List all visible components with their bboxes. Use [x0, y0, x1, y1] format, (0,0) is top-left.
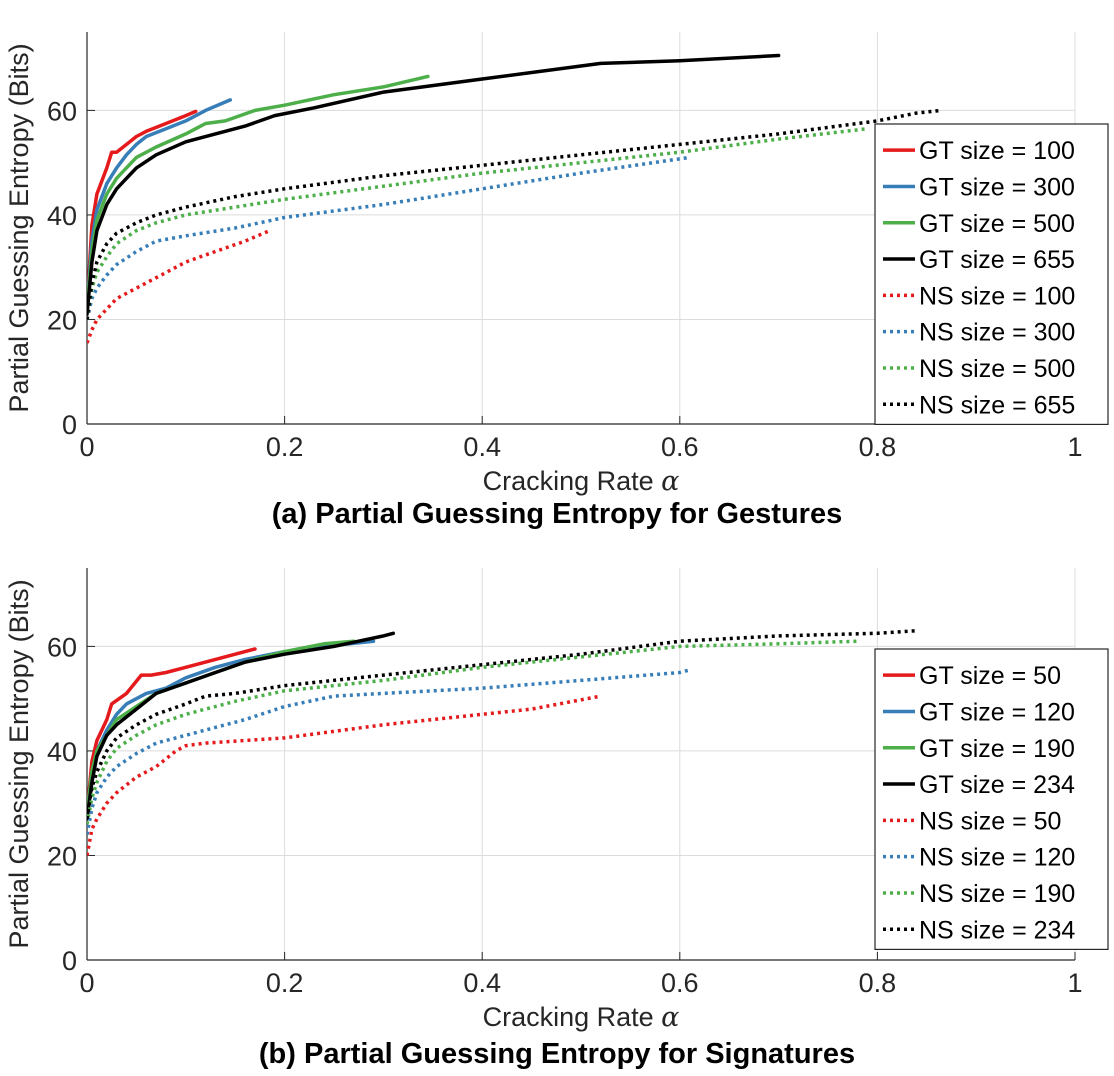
legend-label: NS size = 300: [919, 319, 1075, 347]
x-tick-label: 1: [1067, 968, 1082, 998]
x-tick-label: 0.2: [266, 968, 304, 998]
legend-label: NS size = 190: [919, 880, 1075, 908]
x-tick-label: 0: [79, 432, 94, 462]
legend-label: NS size = 50: [919, 807, 1061, 835]
x-tick-label: 0.4: [463, 968, 501, 998]
legend-label: NS size = 500: [919, 355, 1075, 383]
y-tick-label: 20: [47, 305, 77, 335]
alpha-symbol: α: [661, 1002, 679, 1033]
legend-label: GT size = 234: [919, 771, 1075, 799]
series-line-gt-size-300: [87, 98, 233, 311]
legend-label: GT size = 655: [919, 246, 1075, 274]
caption-gestures: (a) Partial Guessing Entropy for Gesture…: [271, 498, 843, 530]
legend-label: NS size = 655: [919, 391, 1075, 419]
y-tick-label: 40: [47, 737, 77, 767]
legend-label: GT size = 300: [919, 173, 1075, 201]
y-tick-label: 60: [47, 96, 77, 126]
legend: GT size = 50 GT size = 120 GT size = 190 GT…: [874, 648, 1109, 950]
x-tick-label: 0.6: [661, 968, 699, 998]
series-line-ns-size-500: [87, 126, 868, 320]
series-line-gt-size-50: [87, 647, 257, 816]
legend-label: GT size = 500: [919, 210, 1075, 238]
legend-label: GT size = 100: [919, 137, 1075, 165]
x-tick-label: 0: [79, 968, 94, 998]
x-axis-label: Cracking Rate α: [483, 466, 680, 496]
chart-gestures: 0 0.2 0.4 0.6 0.8 1 0 20 40 60 Cracking Rate α Part…: [4, 32, 1109, 496]
legend: GT size = 100 GT size = 300 GT size = 500 G…: [874, 123, 1109, 425]
y-tick-label: 0: [62, 946, 77, 976]
legend-label: GT size = 190: [919, 735, 1075, 763]
legend-box: [874, 123, 1109, 425]
legend-label: GT size = 120: [919, 698, 1075, 726]
legend-label: NS size = 120: [919, 844, 1075, 872]
series-line-ns-size-50: [87, 694, 602, 856]
x-tick-label: 0.6: [661, 432, 699, 462]
y-tick-label: 0: [62, 410, 77, 440]
series-line-ns-size-100: [87, 228, 271, 344]
legend-label: NS size = 234: [919, 916, 1075, 944]
series-line-ns-size-120: [87, 668, 691, 835]
y-tick-label: 60: [47, 632, 77, 662]
series-line-gt-size-500: [87, 74, 430, 311]
chart-signatures: 0 0.2 0.4 0.6 0.8 1 0 20 40 60 Cracking Rate α Part…: [4, 568, 1109, 1033]
series-line-ns-size-234: [87, 628, 918, 820]
legend-label: GT size = 50: [919, 662, 1061, 690]
series-line-gt-size-100: [87, 109, 198, 311]
series-line-ns-size-300: [87, 155, 690, 320]
y-axis-label: Partial Guessing Entropy (Bits): [4, 43, 34, 412]
y-tick-label: 40: [47, 201, 77, 231]
series-line-gt-size-655: [87, 53, 781, 316]
legend-box: [874, 648, 1109, 950]
x-tick-label: 1: [1067, 432, 1082, 462]
x-tick-label: 0.8: [859, 968, 897, 998]
caption-signatures: (b) Partial Guessing Entropy for Signatu…: [258, 1038, 856, 1070]
panel-signatures: 0 0.2 0.4 0.6 0.8 1 0 20 40 60 Cracking Rate α Part…: [0, 538, 1114, 1076]
x-tick-label: 0.2: [266, 432, 304, 462]
y-tick-label: 20: [47, 841, 77, 871]
alpha-symbol: α: [661, 466, 679, 496]
x-axis-label: Cracking Rate α: [483, 1002, 680, 1033]
x-tick-label: 0.4: [463, 432, 501, 462]
series-line-gt-size-234: [87, 631, 396, 821]
panel-gestures: 0 0.2 0.4 0.6 0.8 1 0 20 40 60 Cracking Rate α Part…: [4, 32, 1109, 530]
x-tick-label: 0.8: [859, 432, 897, 462]
legend-label: NS size = 100: [919, 282, 1075, 310]
series-line-ns-size-190: [87, 639, 858, 825]
y-axis-label: Partial Guessing Entropy (Bits): [4, 579, 34, 948]
